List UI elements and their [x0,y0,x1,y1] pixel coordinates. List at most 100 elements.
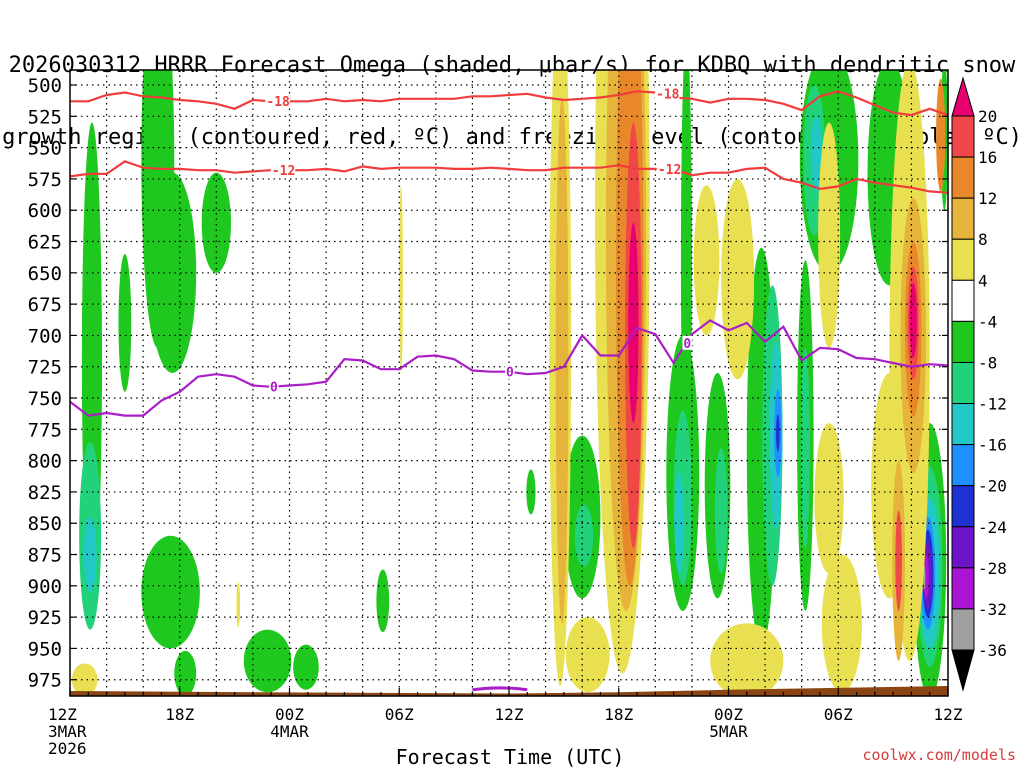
colorbar-label: -28 [978,559,1007,578]
grid-lines [70,70,948,696]
y-tick-label: 525 [28,106,62,128]
y-tick-label: 950 [28,638,62,660]
omega-shade-region [936,78,946,192]
y-tick-label: 800 [28,451,62,473]
colorbar-label: -4 [978,312,997,331]
colorbar-label: 12 [978,189,997,208]
contour-minus12 [70,160,948,194]
y-tick-label: 675 [28,294,62,316]
colorbar-swatch [951,156,975,199]
y-tick-label: 825 [28,482,62,504]
colorbar-label: -12 [978,395,1007,414]
y-tick-label: 975 [28,670,62,692]
colorbar-swatch [951,526,975,569]
contour-label-bg [654,86,680,101]
x-tick-label: 00Z [714,705,743,724]
contours: -18 -18 -12 -12 0 0 0 [70,86,948,417]
y-tick-label: 750 [28,388,62,410]
x-tick-label: 06Z [385,705,414,724]
site-credit[interactable]: coolwx.com/models [862,746,1016,764]
x-axis-label: Forecast Time (UTC) [396,745,625,768]
omega-shade-region [526,469,536,515]
colorbar-label: -8 [978,353,997,372]
omega-shade-region [628,222,639,424]
omega-shade-region [818,122,841,348]
y-tick-label: 550 [28,138,62,160]
omega-shade-region [714,448,728,574]
y-tick-label: 875 [28,545,62,567]
omega-shade-region [710,623,784,696]
colorbar-swatch [951,115,975,158]
x-date-label: 4MAR [270,722,309,741]
colorbar-swatch [951,567,975,610]
contour-label: 0 [270,381,278,396]
colorbar-label: 16 [978,148,997,167]
y-tick-label: 925 [28,607,62,629]
omega-shade-region [810,116,822,192]
contour-label: 0 [683,337,691,352]
y-axis-ticks: 500 525 550 575 600 625 650 675 700 725 750 775 800 8… [28,75,948,692]
omega-shade-region [895,510,902,611]
y-tick-label: 500 [28,75,62,97]
omega-shade-region [236,582,241,628]
x-tick-label: 12Z [495,705,524,724]
omega-shade-region [909,282,917,358]
omega-shade-region [693,185,720,336]
x-date-label: 3MAR [48,722,87,741]
contour-label-bg [265,94,290,109]
x-tick-label: 06Z [824,705,853,724]
x-tick-label: 18Z [604,705,633,724]
omega-shade-region [814,423,844,574]
colorbar-top-arrow [951,76,975,117]
y-tick-label: 725 [28,357,62,379]
y-tick-label: 600 [28,200,62,222]
omega-shade-region [83,516,97,593]
y-tick-label: 650 [28,263,62,285]
colorbar-swatch [951,444,975,487]
contour-label-bg [656,161,682,176]
omega-shade-region [118,254,132,392]
colorbar-label: -20 [978,477,1007,496]
x-tick-label: 12Z [934,705,963,724]
omega-shade-region [721,178,755,380]
y-tick-label: 575 [28,169,62,191]
colorbar-label: -32 [978,600,1007,619]
contour-label: -18 [266,95,290,110]
omega-shade-region [821,554,863,693]
colorbar-swatch [951,608,975,651]
omega-shade-region [148,172,197,373]
x-tick-label: 18Z [165,705,194,724]
y-tick-label: 850 [28,513,62,535]
colorbar-swatch [951,485,975,528]
colorbar: 20 16 12 8 4 -4 -8 -12 -16 -20 -24 -28 -32 -36 [951,76,1007,692]
contour-label-bg [269,379,279,394]
omega-shade-region [71,663,98,696]
x-year-label: 2026 [48,739,87,758]
colorbar-label: 4 [978,271,988,290]
contour-label: 0 [506,366,514,381]
omega-shade-region [174,650,197,696]
near-surface-contour [472,686,528,692]
colorbar-swatch [951,361,975,405]
y-tick-label: 900 [28,576,62,598]
contour-label: -12 [658,163,681,178]
contour-label: -12 [272,164,295,179]
colorbar-bottom-arrow [951,649,975,692]
y-tick-label: 625 [28,232,62,254]
colorbar-swatch [951,403,975,446]
contour-label-bg [270,163,296,178]
colorbar-label: -24 [978,518,1007,537]
colorbar-label: 8 [978,230,988,249]
omega-shade-region [243,629,292,693]
omega-shade-region [574,504,594,568]
omega-shade-region [376,569,390,633]
y-tick-label: 700 [28,325,62,347]
colorbar-label: -16 [978,436,1007,455]
contour-label-bg [505,364,515,379]
x-tick-label: 00Z [275,705,304,724]
colorbar-swatch [951,320,975,363]
x-tick-label: 12Z [48,705,77,724]
colorbar-label: 20 [978,107,997,126]
